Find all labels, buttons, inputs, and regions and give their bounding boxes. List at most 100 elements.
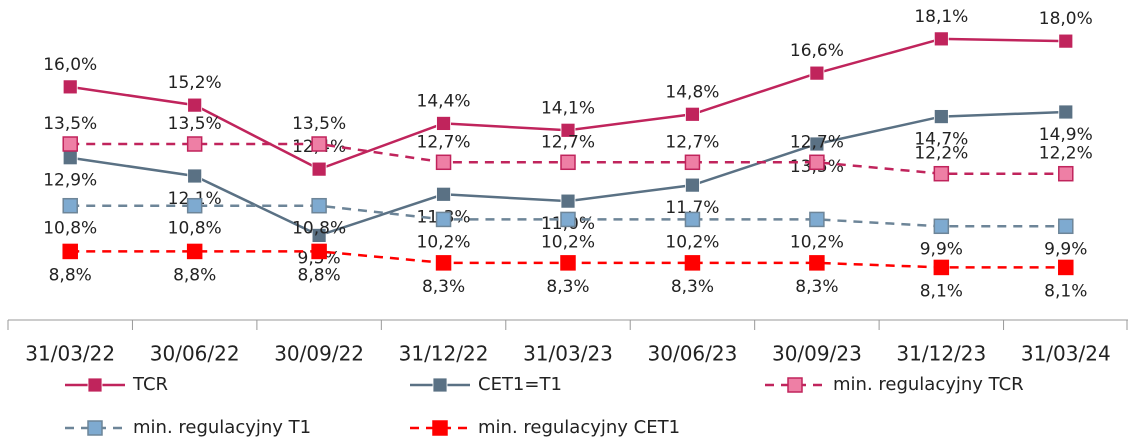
data-label: 13,5% xyxy=(292,114,346,134)
x-tick-label: 30/09/22 xyxy=(274,342,364,366)
data-label: 8,3% xyxy=(795,277,838,297)
data-point xyxy=(62,136,78,152)
data-label: 8,8% xyxy=(173,265,216,285)
data-point xyxy=(1058,33,1074,49)
x-tick-label: 31/12/23 xyxy=(896,342,986,366)
data-point xyxy=(560,211,576,228)
legend-marker xyxy=(787,377,803,393)
x-tick-label: 30/06/23 xyxy=(648,342,738,366)
data-point xyxy=(186,136,203,152)
data-label: 8,8% xyxy=(298,265,341,285)
data-label: 12,7% xyxy=(790,132,844,152)
data-label: 16,0% xyxy=(43,55,97,75)
legend-marker xyxy=(87,377,103,393)
legend-marker xyxy=(87,420,103,436)
data-label: 14,4% xyxy=(417,91,471,111)
data-point xyxy=(933,218,950,235)
legend-label: min. regulacyjny CET1 xyxy=(478,417,680,438)
data-point xyxy=(560,255,576,271)
data-label: 15,2% xyxy=(168,73,222,93)
data-point xyxy=(684,154,701,171)
data-point xyxy=(187,97,203,113)
legend-marker xyxy=(432,377,448,393)
data-label: 10,2% xyxy=(541,232,595,252)
data-label: 9,9% xyxy=(1044,239,1087,259)
data-point xyxy=(62,243,78,260)
x-tick-label: 31/03/23 xyxy=(523,342,613,366)
data-point xyxy=(933,259,950,276)
data-point xyxy=(62,150,78,166)
data-label: 12,2% xyxy=(914,144,968,164)
data-point xyxy=(62,197,78,214)
data-point xyxy=(809,136,825,152)
data-label: 11,7% xyxy=(665,198,719,218)
data-point xyxy=(187,168,203,184)
data-point xyxy=(1058,165,1074,182)
data-label: 8,1% xyxy=(1044,281,1087,301)
data-point xyxy=(186,197,203,214)
data-point xyxy=(435,154,452,171)
legend-marker xyxy=(432,420,448,436)
data-point xyxy=(684,211,701,228)
data-point xyxy=(933,31,949,47)
data-point xyxy=(809,255,825,271)
data-label: 10,2% xyxy=(665,232,719,252)
data-point xyxy=(62,79,78,95)
data-label: 10,8% xyxy=(292,219,346,239)
data-label: 14,9% xyxy=(1039,125,1093,145)
data-point xyxy=(809,211,825,228)
data-label: 12,2% xyxy=(1039,144,1093,164)
data-label: 12,7% xyxy=(541,132,595,152)
x-tick-label: 30/06/22 xyxy=(150,342,240,366)
data-point xyxy=(311,161,327,177)
data-point xyxy=(560,193,576,209)
data-point xyxy=(311,243,327,260)
data-label: 18,0% xyxy=(1039,9,1093,29)
data-point xyxy=(435,211,452,228)
data-point xyxy=(1058,104,1074,120)
data-label: 10,2% xyxy=(790,232,844,252)
data-label: 13,5% xyxy=(43,114,97,134)
x-tick-label: 31/03/22 xyxy=(25,342,115,366)
data-point xyxy=(1058,218,1074,235)
data-label: 12,9% xyxy=(43,171,97,191)
legend-label: CET1=T1 xyxy=(478,374,562,395)
data-point xyxy=(1058,259,1074,276)
data-point xyxy=(311,197,327,214)
legend-label: TCR xyxy=(132,374,168,395)
data-point xyxy=(933,165,950,182)
data-label: 8,1% xyxy=(920,281,963,301)
data-label: 14,8% xyxy=(665,82,719,102)
data-point xyxy=(560,154,576,171)
data-point xyxy=(436,116,451,131)
x-tick-label: 30/09/23 xyxy=(772,342,862,366)
data-label: 12,7% xyxy=(665,132,719,152)
data-label: 16,6% xyxy=(790,41,844,61)
data-label: 10,2% xyxy=(417,232,471,252)
x-tick-label: 31/12/22 xyxy=(399,342,489,366)
data-point xyxy=(311,228,327,243)
data-point xyxy=(685,106,700,122)
data-label: 9,9% xyxy=(920,239,963,259)
data-label: 13,5% xyxy=(168,114,222,134)
data-point xyxy=(685,177,700,193)
data-point xyxy=(933,109,949,124)
data-point xyxy=(809,65,825,81)
data-point xyxy=(311,136,327,152)
data-label: 10,8% xyxy=(168,219,222,239)
legend-label: min. regulacyjny TCR xyxy=(833,374,1024,395)
x-tick-label: 31/03/24 xyxy=(1021,342,1111,366)
data-point xyxy=(684,255,701,271)
data-point xyxy=(436,186,451,202)
data-label: 8,8% xyxy=(49,265,92,285)
data-label: 18,1% xyxy=(914,7,968,27)
data-label: 8,3% xyxy=(546,277,589,297)
data-point xyxy=(809,154,825,171)
data-point xyxy=(560,122,576,138)
data-point xyxy=(435,255,452,271)
data-label: 12,7% xyxy=(417,132,471,152)
data-label: 14,7% xyxy=(914,130,968,150)
data-label: 8,3% xyxy=(671,277,714,297)
legend-label: min. regulacyjny T1 xyxy=(133,417,311,438)
